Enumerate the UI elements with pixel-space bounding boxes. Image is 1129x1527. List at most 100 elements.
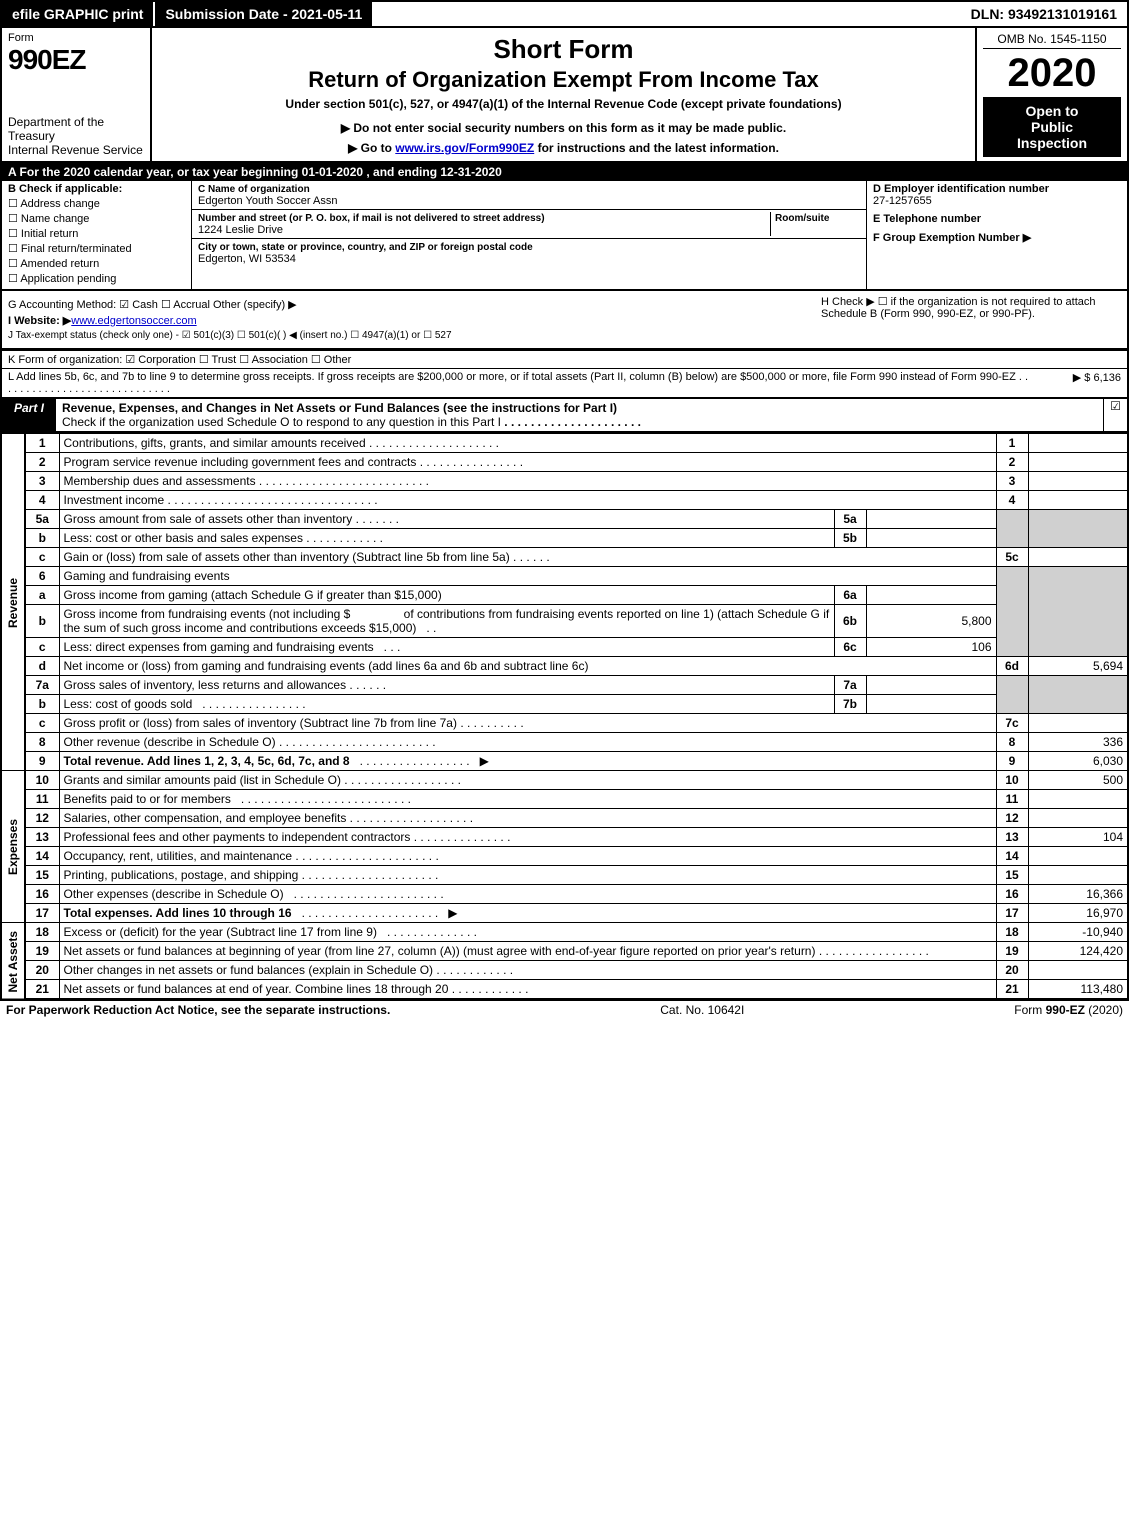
desc-6c: Less: direct expenses from gaming and fu… <box>59 638 834 657</box>
ln-6a: a <box>25 586 59 605</box>
rn-19: 19 <box>996 942 1028 961</box>
desc-13: Professional fees and other payments to … <box>59 828 996 847</box>
org-name: Edgerton Youth Soccer Assn <box>198 195 337 207</box>
irs-link[interactable]: www.irs.gov/Form990EZ <box>395 141 534 155</box>
l-text: L Add lines 5b, 6c, and 7b to line 9 to … <box>8 371 1031 395</box>
rn-20: 20 <box>996 961 1028 980</box>
c-name-lbl: C Name of organization <box>198 184 310 195</box>
g-accounting: G Accounting Method: ☑ Cash ☐ Accrual Ot… <box>8 298 821 311</box>
rv-11 <box>1028 790 1128 809</box>
ein-value: 27-1257655 <box>873 195 1121 207</box>
tax-year: 2020 <box>983 53 1121 93</box>
desc-7a: Gross sales of inventory, less returns a… <box>59 676 834 695</box>
short-form-title: Short Form <box>162 34 965 65</box>
i-website: I Website: ▶www.edgertonsoccer.com <box>8 314 821 327</box>
dept-label: Department of the Treasury <box>8 115 144 143</box>
chk-address-change[interactable]: ☐ Address change <box>8 197 185 210</box>
box-7a: 7a <box>834 676 866 695</box>
ln-17: 17 <box>25 904 59 923</box>
rn-11: 11 <box>996 790 1028 809</box>
desc-2: Program service revenue including govern… <box>59 453 996 472</box>
omb-number: OMB No. 1545-1150 <box>983 32 1121 49</box>
col-d: D Employer identification number 27-1257… <box>867 181 1127 289</box>
open-public-box: Open to Public Inspection <box>983 97 1121 157</box>
irs-label: Internal Revenue Service <box>8 143 144 157</box>
box-6c: 6c <box>834 638 866 657</box>
box-6b: 6b <box>834 605 866 638</box>
desc-12: Salaries, other compensation, and employ… <box>59 809 996 828</box>
desc-5a: Gross amount from sale of assets other t… <box>59 510 834 529</box>
d-ein-lbl: D Employer identification number <box>873 183 1121 195</box>
j-tax-exempt: J Tax-exempt status (check only one) - ☑… <box>8 330 821 341</box>
open-line3: Inspection <box>987 135 1117 151</box>
ln-16: 16 <box>25 885 59 904</box>
header-center: Short Form Return of Organization Exempt… <box>152 28 977 161</box>
ln-5b: b <box>25 529 59 548</box>
goto-pre: ▶ Go to <box>348 141 395 155</box>
goto-line: ▶ Go to www.irs.gov/Form990EZ for instru… <box>162 141 965 155</box>
part-1-header: Part I Revenue, Expenses, and Changes in… <box>0 397 1129 433</box>
part-1-table: Revenue 1 Contributions, gifts, grants, … <box>0 433 1129 1000</box>
desc-3: Membership dues and assessments . . . . … <box>59 472 996 491</box>
rn-17: 17 <box>996 904 1028 923</box>
desc-5c: Gain or (loss) from sale of assets other… <box>59 548 996 567</box>
part-1-check[interactable]: ☑ <box>1103 399 1127 431</box>
rn-7c: 7c <box>996 714 1028 733</box>
footer-right: Form 990-EZ (2020) <box>1014 1003 1123 1017</box>
box-6a: 6a <box>834 586 866 605</box>
page-footer: For Paperwork Reduction Act Notice, see … <box>0 1000 1129 1019</box>
under-section: Under section 501(c), 527, or 4947(a)(1)… <box>162 97 965 111</box>
chk-application-pending[interactable]: ☐ Application pending <box>8 272 185 285</box>
rn-2: 2 <box>996 453 1028 472</box>
ln-14: 14 <box>25 847 59 866</box>
open-line2: Public <box>987 119 1117 135</box>
rn-8: 8 <box>996 733 1028 752</box>
rv-12 <box>1028 809 1128 828</box>
submission-date-button[interactable]: Submission Date - 2021-05-11 <box>153 2 372 26</box>
chk-name-change[interactable]: ☐ Name change <box>8 212 185 225</box>
chk-initial-return[interactable]: ☐ Initial return <box>8 227 185 240</box>
chk-amended-return[interactable]: ☐ Amended return <box>8 257 185 270</box>
c-addr-lbl: Number and street (or P. O. box, if mail… <box>198 213 545 224</box>
ln-6c: c <box>25 638 59 657</box>
rn-1: 1 <box>996 434 1028 453</box>
val-5b <box>866 529 996 548</box>
chk-final-return[interactable]: ☐ Final return/terminated <box>8 242 185 255</box>
rn-5c: 5c <box>996 548 1028 567</box>
desc-4: Investment income . . . . . . . . . . . … <box>59 491 996 510</box>
rv-2 <box>1028 453 1128 472</box>
ln-21: 21 <box>25 980 59 1000</box>
rv-9: 6,030 <box>1028 752 1128 771</box>
rv-17: 16,970 <box>1028 904 1128 923</box>
spacer <box>372 2 960 26</box>
efile-button[interactable]: efile GRAPHIC print <box>2 2 153 26</box>
ln-8: 8 <box>25 733 59 752</box>
rv-13: 104 <box>1028 828 1128 847</box>
ln-12: 12 <box>25 809 59 828</box>
footer-left: For Paperwork Reduction Act Notice, see … <box>6 1003 390 1017</box>
rn-13: 13 <box>996 828 1028 847</box>
desc-6a: Gross income from gaming (attach Schedul… <box>59 586 834 605</box>
rv-3 <box>1028 472 1128 491</box>
l-amount: ▶ $ 6,136 <box>1031 371 1121 395</box>
rv-6d: 5,694 <box>1028 657 1128 676</box>
desc-6d: Net income or (loss) from gaming and fun… <box>59 657 996 676</box>
rv-18: -10,940 <box>1028 923 1128 942</box>
shade-7 <box>996 676 1028 714</box>
val-7b <box>866 695 996 714</box>
rv-15 <box>1028 866 1128 885</box>
desc-7b: Less: cost of goods sold . . . . . . . .… <box>59 695 834 714</box>
ln-10: 10 <box>25 771 59 790</box>
form-header: Form 990EZ Department of the Treasury In… <box>0 28 1129 163</box>
desc-18: Excess or (deficit) for the year (Subtra… <box>59 923 996 942</box>
ln-6: 6 <box>25 567 59 586</box>
l-gross-receipts: L Add lines 5b, 6c, and 7b to line 9 to … <box>0 368 1129 397</box>
shade-5 <box>996 510 1028 548</box>
ln-13: 13 <box>25 828 59 847</box>
rn-10: 10 <box>996 771 1028 790</box>
website-link[interactable]: www.edgertonsoccer.com <box>71 315 196 327</box>
rn-18: 18 <box>996 923 1028 942</box>
box-7b: 7b <box>834 695 866 714</box>
ln-6d: d <box>25 657 59 676</box>
col-c-org: C Name of organization Edgerton Youth So… <box>192 181 867 289</box>
